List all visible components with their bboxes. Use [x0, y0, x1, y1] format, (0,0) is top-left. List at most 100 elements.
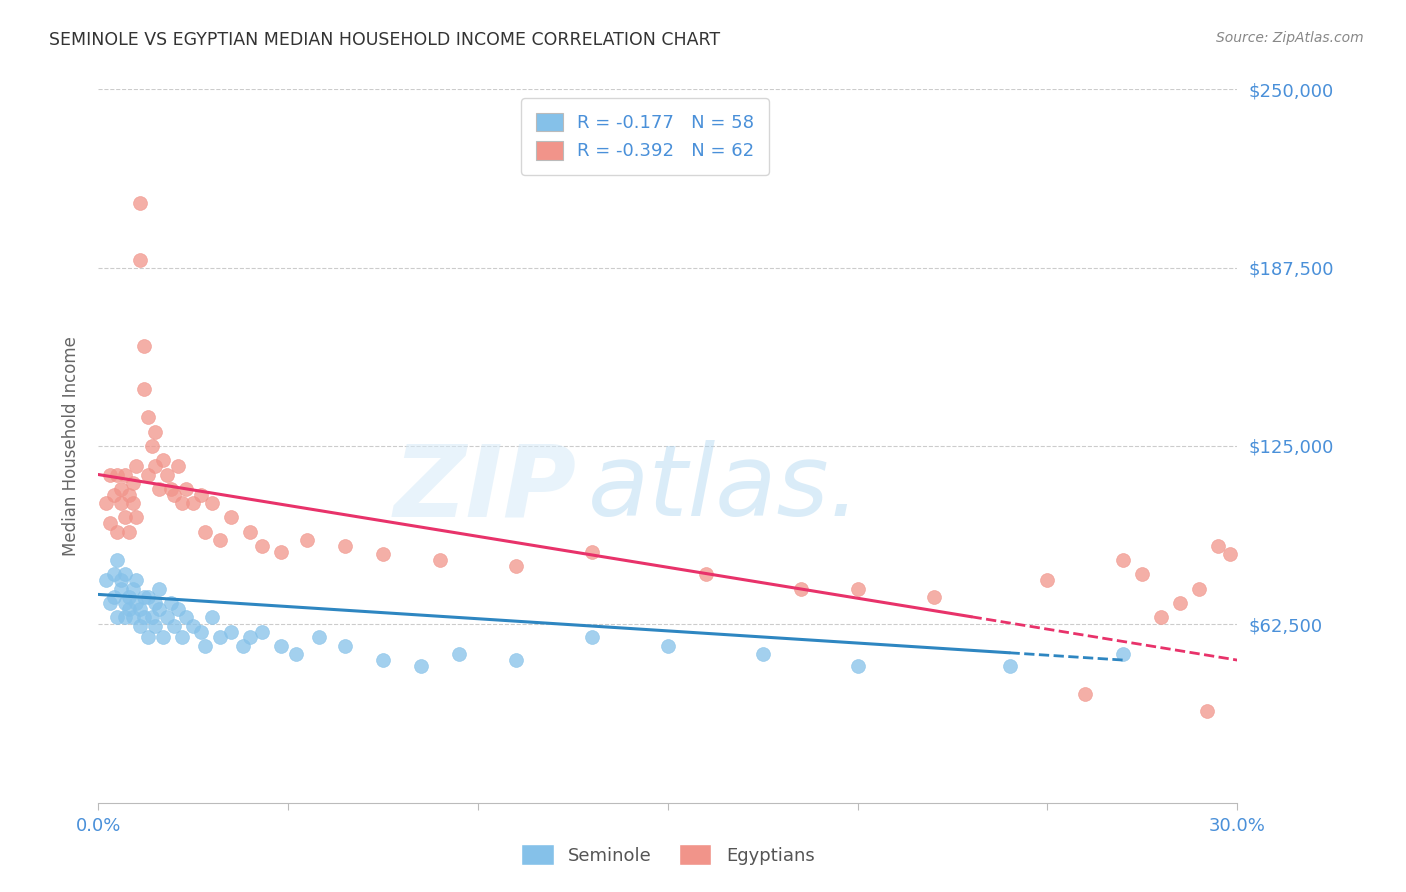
Point [118, 524, 141, 539]
Point [110, 582, 132, 596]
Point [94, 573, 117, 587]
Point [790, 582, 813, 596]
Point [114, 610, 136, 624]
Point [1195, 705, 1218, 719]
Point [449, 648, 471, 662]
Point [148, 601, 170, 615]
Point [335, 639, 357, 653]
Point [505, 558, 527, 573]
Point [145, 458, 167, 473]
Point [107, 524, 129, 539]
Point [239, 524, 262, 539]
Point [174, 482, 197, 496]
Point [1150, 610, 1173, 624]
Point [221, 510, 243, 524]
Point [156, 467, 179, 482]
Point [846, 582, 869, 596]
Point [125, 510, 148, 524]
Text: atlas.: atlas. [588, 441, 862, 537]
Point [152, 453, 174, 467]
Point [114, 567, 136, 582]
Text: Source: ZipAtlas.com: Source: ZipAtlas.com [1216, 31, 1364, 45]
Point [284, 648, 307, 662]
Point [752, 648, 775, 662]
Point [411, 658, 433, 673]
Point [159, 596, 181, 610]
Point [121, 610, 143, 624]
Point [1219, 548, 1241, 562]
Point [107, 610, 129, 624]
Point [125, 458, 148, 473]
Point [657, 639, 679, 653]
Point [145, 619, 167, 633]
Point [190, 624, 212, 639]
Point [1074, 687, 1097, 701]
Point [110, 573, 132, 587]
Point [1208, 539, 1230, 553]
Point [159, 482, 181, 496]
Point [98, 516, 121, 530]
Point [114, 596, 136, 610]
Point [250, 539, 273, 553]
Point [581, 630, 603, 644]
Point [118, 487, 141, 501]
Point [270, 544, 292, 558]
Point [107, 553, 129, 567]
Point [141, 439, 163, 453]
Point [183, 619, 205, 633]
Point [145, 425, 167, 439]
Point [208, 533, 231, 548]
Point [125, 596, 148, 610]
Point [136, 630, 159, 644]
Point [129, 601, 152, 615]
Point [371, 653, 394, 667]
Point [129, 253, 152, 268]
Point [221, 624, 243, 639]
Point [297, 533, 319, 548]
Point [183, 496, 205, 510]
Point [107, 467, 129, 482]
Point [103, 567, 125, 582]
Point [581, 544, 603, 558]
Point [148, 482, 170, 496]
Point [1112, 648, 1135, 662]
Point [103, 487, 125, 501]
Point [239, 630, 262, 644]
Point [190, 487, 212, 501]
Point [170, 630, 193, 644]
Point [163, 487, 186, 501]
Point [110, 482, 132, 496]
Point [505, 653, 527, 667]
Point [103, 591, 125, 605]
Point [145, 596, 167, 610]
Point [695, 567, 717, 582]
Point [201, 610, 224, 624]
Point [121, 476, 143, 491]
Point [132, 339, 155, 353]
Point [1036, 573, 1059, 587]
Point [121, 496, 143, 510]
Point [136, 591, 159, 605]
Point [1188, 582, 1211, 596]
Text: ZIP: ZIP [394, 441, 576, 537]
Point [98, 596, 121, 610]
Point [118, 601, 141, 615]
Point [110, 496, 132, 510]
Point [141, 610, 163, 624]
Point [1112, 553, 1135, 567]
Point [114, 467, 136, 482]
Point [125, 573, 148, 587]
Point [1132, 567, 1154, 582]
Point [132, 610, 155, 624]
Point [371, 548, 394, 562]
Point [114, 510, 136, 524]
Point [429, 553, 451, 567]
Point [232, 639, 254, 653]
Point [167, 601, 190, 615]
Point [335, 539, 357, 553]
Y-axis label: Median Household Income: Median Household Income [62, 336, 80, 556]
Point [846, 658, 869, 673]
Point [98, 467, 121, 482]
Point [194, 524, 217, 539]
Point [201, 496, 224, 510]
